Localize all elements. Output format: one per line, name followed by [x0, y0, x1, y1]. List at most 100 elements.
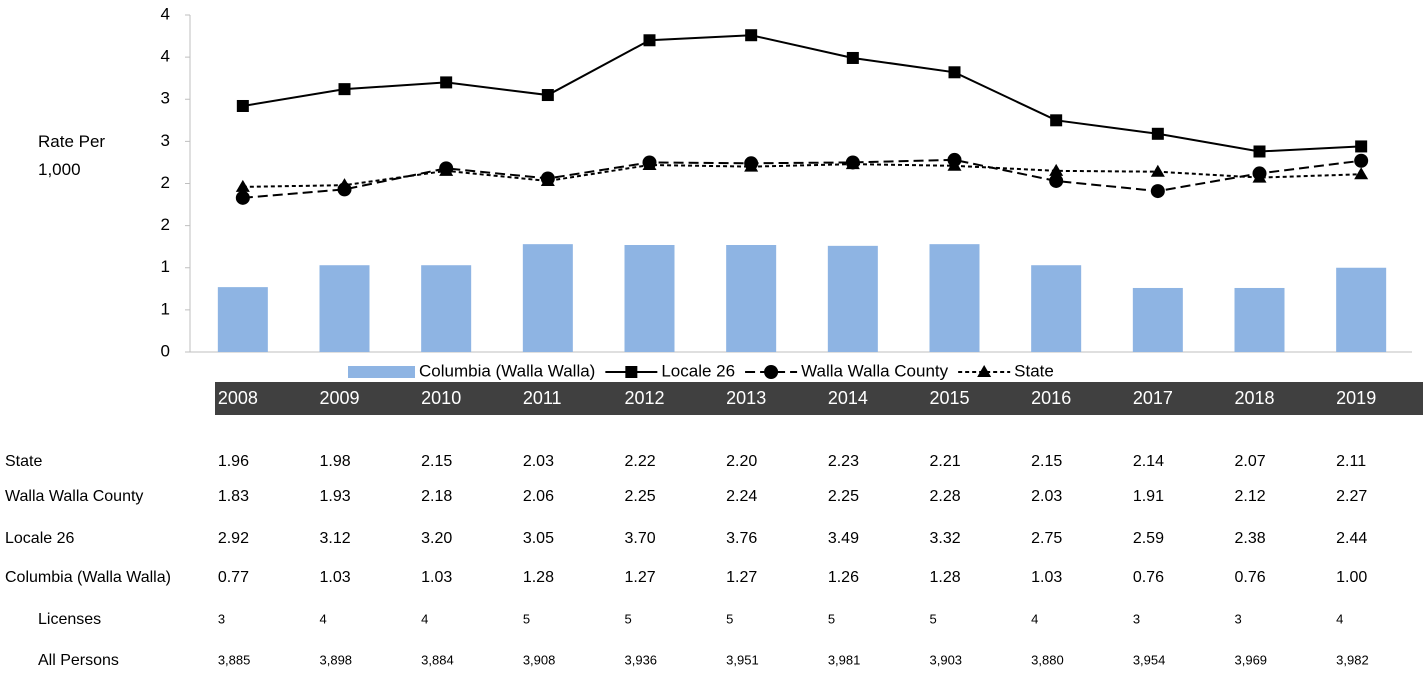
year-label: 2013: [726, 388, 766, 408]
bar: [929, 244, 980, 352]
year-label: 2008: [218, 388, 258, 408]
table-header: [215, 382, 1423, 415]
year-label: 2019: [1336, 388, 1376, 408]
table-value: 2.28: [930, 488, 961, 505]
marker: [744, 159, 759, 172]
bar: [624, 245, 675, 352]
table-value: 1.93: [320, 488, 351, 505]
table-value: 3.12: [320, 530, 351, 547]
table-value: 2.14: [1133, 453, 1164, 470]
marker: [845, 157, 860, 170]
line: [242, 163, 1362, 188]
bar: [217, 287, 268, 352]
table-value: 3.49: [828, 530, 859, 547]
table-value: 1.83: [218, 488, 249, 505]
table-value: 2.11: [1336, 453, 1366, 470]
marker: [1354, 167, 1369, 180]
table-value: 2.25: [828, 488, 859, 505]
bar: [1234, 287, 1285, 352]
table-value: 4: [1336, 611, 1343, 626]
table-value: 3,908: [523, 652, 556, 667]
marker: [235, 190, 250, 205]
table-value: 3.76: [726, 530, 757, 547]
bar: [726, 245, 777, 352]
table-value: 5: [930, 611, 937, 626]
row-label: Columbia (Walla Walla): [5, 569, 171, 586]
table-value: 3: [1235, 611, 1242, 626]
row-label: All Persons: [38, 652, 119, 669]
marker: [1151, 127, 1164, 140]
table-value: 2.22: [625, 453, 656, 470]
table-value: 3.20: [421, 530, 452, 547]
legend-marker: [625, 366, 638, 378]
table-value: 3,898: [320, 652, 353, 667]
table-value: 1.03: [1031, 569, 1062, 586]
marker: [947, 158, 962, 171]
marker: [439, 163, 454, 176]
bar: [1336, 267, 1387, 352]
table-value: 1.00: [1336, 569, 1367, 586]
table-value: 2.18: [421, 488, 452, 505]
table-value: 3.70: [625, 530, 656, 547]
year-label: 2016: [1031, 388, 1071, 408]
y-tick-label: 3: [161, 89, 170, 108]
table-value: 2.24: [726, 488, 757, 505]
year-label: 2017: [1133, 388, 1173, 408]
marker: [1252, 170, 1267, 183]
table-value: 2.44: [1336, 530, 1367, 547]
legend-label: Columbia (Walla Walla): [419, 361, 595, 380]
table-value: 5: [726, 611, 733, 626]
legend-swatch: [348, 366, 415, 378]
y-axis-label: Rate Per 1,000: [38, 132, 106, 179]
y-tick-label: 4: [161, 47, 170, 66]
marker: [1355, 140, 1368, 153]
marker: [643, 34, 656, 47]
y-tick-label: 2: [161, 173, 170, 192]
marker: [745, 29, 758, 42]
table-value: 2.23: [828, 453, 859, 470]
bar: [827, 245, 878, 352]
table-value: 0.77: [218, 569, 249, 586]
table-value: 2.07: [1235, 453, 1266, 470]
marker: [642, 157, 657, 170]
legend-marker: [764, 365, 779, 379]
y-tick-label: 2: [161, 215, 170, 234]
legend-marker: [977, 365, 992, 377]
table-value: 2.12: [1235, 488, 1266, 505]
table-value: 2.59: [1133, 530, 1164, 547]
marker: [338, 83, 351, 96]
table-value: 2.92: [218, 530, 249, 547]
marker: [1150, 184, 1165, 199]
bar: [522, 244, 573, 352]
table-value: 3.32: [930, 530, 961, 547]
y-tick-label: 4: [161, 4, 170, 23]
year-label: 2014: [828, 388, 868, 408]
table-value: 2.03: [1031, 488, 1062, 505]
marker: [540, 173, 555, 186]
table-value: 1.96: [218, 453, 249, 470]
row-label: Walla Walla County: [5, 488, 143, 505]
table-value: 3,885: [218, 652, 251, 667]
table-value: 2.21: [930, 453, 961, 470]
year-label: 2012: [625, 388, 665, 408]
year-label: 2010: [421, 388, 461, 408]
marker: [1253, 145, 1266, 158]
marker: [846, 51, 859, 64]
table-value: 1.27: [726, 569, 757, 586]
table-value: 0.76: [1133, 569, 1164, 586]
table-value: 2.25: [625, 488, 656, 505]
table-value: 1.28: [930, 569, 961, 586]
line: [242, 34, 1362, 153]
bar: [319, 265, 370, 352]
table-value: 2.27: [1336, 488, 1367, 505]
line: [242, 158, 1362, 199]
table-value: 2.38: [1235, 530, 1266, 547]
table-value: 2.06: [523, 488, 554, 505]
row-label: Locale 26: [5, 530, 74, 547]
table-value: 4: [421, 611, 428, 626]
table-value: 2.15: [421, 453, 452, 470]
bar: [1132, 287, 1183, 352]
y-tick-label: 1: [161, 257, 170, 276]
row-label: State: [5, 453, 42, 470]
